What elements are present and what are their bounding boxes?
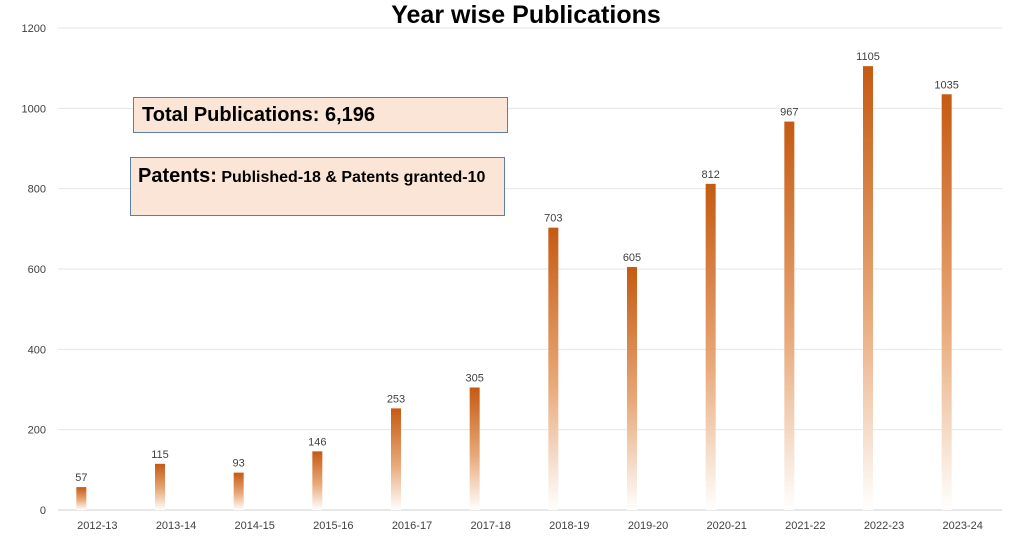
y-tick-label: 800 bbox=[28, 184, 46, 196]
bar-2021-22 bbox=[784, 121, 795, 511]
data-label-2020-21: 812 bbox=[701, 169, 719, 181]
data-label-2021-22: 967 bbox=[780, 107, 798, 119]
x-tick-label-2016-17: 2016-17 bbox=[392, 520, 432, 532]
data-label-2017-18: 305 bbox=[465, 372, 483, 384]
y-tick-label: 0 bbox=[40, 505, 46, 517]
x-tick-label-2017-18: 2017-18 bbox=[470, 520, 510, 532]
bar-2019-20 bbox=[627, 266, 637, 510]
bars bbox=[76, 66, 952, 511]
bar-2018-19 bbox=[548, 227, 559, 510]
total-publications-text: Total Publications: 6,196 bbox=[142, 104, 376, 126]
y-tick-label: 600 bbox=[28, 264, 46, 276]
data-label-2018-19: 703 bbox=[544, 213, 562, 225]
chart-title: Year wise Publications bbox=[391, 1, 661, 29]
x-axis-ticks: 2012-13 2013-14 2014-15 2015-16 2016-17 2017-… bbox=[77, 520, 983, 532]
patents-details: Published-18 & Patents granted-10 bbox=[221, 169, 486, 186]
y-tick-label: 400 bbox=[28, 344, 46, 356]
bar-2023-24 bbox=[941, 94, 952, 511]
bar-2015-16 bbox=[312, 451, 323, 510]
x-tick-label-2014-15: 2014-15 bbox=[234, 520, 274, 532]
data-label-2019-20: 605 bbox=[623, 252, 641, 264]
x-tick-label-2013-14: 2013-14 bbox=[156, 520, 196, 532]
data-label-2016-17: 253 bbox=[387, 393, 405, 405]
bar-2012-13 bbox=[76, 487, 87, 510]
x-tick-label-2012-13: 2012-13 bbox=[77, 520, 117, 532]
data-label-2022-23: 1105 bbox=[856, 51, 880, 63]
data-label-2015-16: 146 bbox=[308, 436, 326, 448]
data-labels: 57 115 93 146 253 305 703 605 812 967 1105 1035 bbox=[75, 51, 959, 484]
bar-2020-21 bbox=[705, 183, 716, 510]
bar-2014-15 bbox=[233, 472, 244, 510]
x-tick-label-2022-23: 2022-23 bbox=[864, 520, 904, 532]
bar-2016-17 bbox=[391, 408, 401, 510]
y-tick-label: 1200 bbox=[22, 23, 46, 35]
x-tick-label-2023-24: 2023-24 bbox=[942, 520, 982, 532]
bar-2017-18 bbox=[469, 387, 480, 510]
x-tick-label-2021-22: 2021-22 bbox=[785, 520, 825, 532]
x-tick-label-2020-21: 2020-21 bbox=[706, 520, 746, 532]
y-tick-label: 1000 bbox=[22, 103, 46, 115]
patents-box: Patents: Published-18 & Patents granted-… bbox=[130, 157, 505, 216]
data-label-2013-14: 115 bbox=[151, 449, 169, 461]
data-label-2012-13: 57 bbox=[75, 472, 87, 484]
data-label-2014-15: 93 bbox=[233, 458, 245, 470]
x-tick-label-2019-20: 2019-20 bbox=[628, 520, 668, 532]
total-publications-box: Total Publications: 6,196 bbox=[133, 97, 508, 133]
data-label-2023-24: 1035 bbox=[934, 79, 958, 91]
x-tick-label-2015-16: 2015-16 bbox=[313, 520, 353, 532]
bar-2013-14 bbox=[155, 463, 165, 510]
bar-2022-23 bbox=[863, 66, 873, 511]
y-axis-ticks: 0 200 400 600 800 1000 1200 bbox=[22, 23, 46, 517]
x-tick-label-2018-19: 2018-19 bbox=[549, 520, 589, 532]
patents-heading: Patents: bbox=[138, 165, 217, 187]
y-tick-label: 200 bbox=[28, 425, 46, 437]
